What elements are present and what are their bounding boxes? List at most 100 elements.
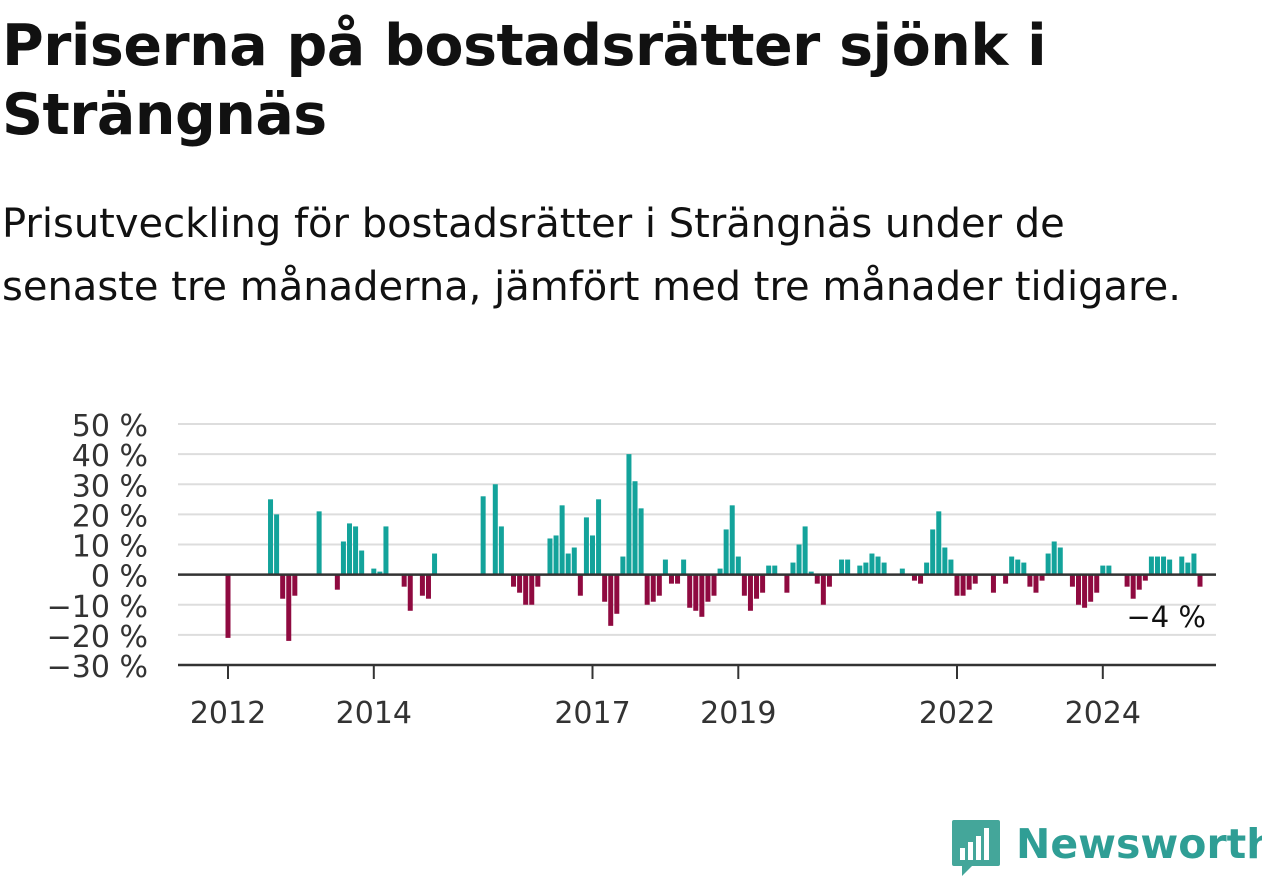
bar bbox=[735, 556, 741, 575]
bar bbox=[1167, 559, 1173, 575]
bar bbox=[741, 574, 747, 596]
bar bbox=[571, 547, 577, 575]
bar bbox=[936, 511, 942, 575]
bar bbox=[1191, 553, 1197, 575]
bar bbox=[942, 547, 948, 575]
bar bbox=[845, 559, 851, 575]
bar bbox=[1161, 556, 1167, 575]
last-value-label: −4 % bbox=[1126, 600, 1206, 634]
y-axis-tick-labels: 50 %40 %30 %20 %10 %0 %−10 %−20 %−30 % bbox=[47, 409, 148, 685]
bar bbox=[280, 574, 286, 599]
bar bbox=[602, 574, 608, 602]
bar bbox=[966, 574, 972, 590]
bar bbox=[1057, 547, 1063, 575]
bar bbox=[899, 568, 905, 575]
bar bbox=[826, 574, 832, 587]
x-tick-label: 2012 bbox=[190, 696, 266, 730]
bar bbox=[608, 574, 614, 626]
bar bbox=[869, 553, 875, 575]
bar bbox=[1045, 553, 1051, 575]
bar bbox=[1015, 559, 1021, 575]
bar bbox=[377, 571, 383, 575]
bar bbox=[407, 574, 413, 611]
bar bbox=[583, 517, 589, 575]
bar bbox=[863, 562, 869, 575]
chart-subtitle: Prisutveckling för bostadsrätter i Strän… bbox=[2, 201, 1181, 310]
bar bbox=[353, 526, 359, 575]
x-tick-label: 2022 bbox=[919, 696, 995, 730]
bar bbox=[432, 553, 438, 575]
bar bbox=[1021, 562, 1027, 575]
y-tick-label: −10 % bbox=[47, 590, 148, 625]
bar bbox=[1154, 556, 1160, 575]
bar bbox=[644, 574, 650, 605]
bar bbox=[924, 562, 930, 575]
bar bbox=[960, 574, 966, 596]
bar bbox=[948, 559, 954, 575]
bar bbox=[1094, 574, 1100, 593]
bar bbox=[675, 574, 681, 584]
bar bbox=[547, 538, 553, 575]
y-tick-label: 10 % bbox=[72, 530, 148, 565]
y-tick-label: 40 % bbox=[72, 439, 148, 474]
bar bbox=[480, 496, 486, 575]
bar bbox=[990, 574, 996, 593]
bar bbox=[1179, 556, 1185, 575]
bar bbox=[268, 499, 274, 575]
bar bbox=[286, 574, 292, 641]
bar bbox=[1100, 565, 1106, 575]
bar bbox=[517, 574, 523, 593]
bar bbox=[814, 574, 820, 584]
bar bbox=[656, 574, 662, 596]
bar bbox=[820, 574, 826, 605]
bar bbox=[535, 574, 541, 587]
bar bbox=[802, 526, 808, 575]
bar bbox=[638, 508, 644, 575]
axes bbox=[178, 573, 1216, 667]
bar bbox=[626, 454, 632, 575]
bar bbox=[292, 574, 298, 596]
newsworthy-logo: Newsworthy bbox=[950, 818, 1262, 878]
bar bbox=[972, 574, 978, 584]
bar bbox=[559, 505, 565, 575]
bar bbox=[711, 574, 717, 596]
bar bbox=[401, 574, 407, 587]
bar bbox=[596, 499, 602, 575]
bar bbox=[425, 574, 431, 599]
bar bbox=[498, 526, 504, 575]
bar bbox=[699, 574, 705, 617]
bar bbox=[839, 559, 845, 575]
bar bbox=[1076, 574, 1081, 605]
bar bbox=[723, 529, 729, 575]
bar bbox=[529, 574, 535, 605]
bar bbox=[225, 574, 231, 638]
x-tick-label: 2017 bbox=[554, 696, 630, 730]
x-axis-ticks: 2012 2014 2017 2019 2022 2024 bbox=[190, 665, 1141, 730]
x-tick-label: 2014 bbox=[336, 696, 412, 730]
bar bbox=[930, 529, 936, 575]
bar bbox=[766, 565, 772, 575]
bar bbox=[1106, 565, 1112, 575]
bar bbox=[796, 544, 802, 575]
bar bbox=[1009, 556, 1015, 575]
bar bbox=[650, 574, 656, 602]
bar bbox=[419, 574, 425, 596]
bar bbox=[1185, 562, 1191, 575]
bar bbox=[1142, 574, 1148, 581]
bar bbox=[632, 481, 638, 575]
bar bbox=[274, 514, 280, 575]
bar bbox=[662, 559, 668, 575]
bar bbox=[553, 535, 559, 575]
bar bbox=[808, 571, 814, 575]
bar bbox=[1130, 574, 1136, 599]
brand-name: Newsworthy bbox=[1016, 820, 1262, 868]
bar bbox=[881, 562, 887, 575]
bar bbox=[620, 556, 626, 575]
bar bbox=[857, 565, 863, 575]
y-tick-label: −20 % bbox=[47, 620, 148, 655]
y-tick-label: 0 % bbox=[91, 560, 148, 595]
bar bbox=[316, 511, 322, 575]
x-tick-label: 2019 bbox=[700, 696, 776, 730]
bar bbox=[918, 574, 924, 584]
bar bbox=[681, 559, 687, 575]
